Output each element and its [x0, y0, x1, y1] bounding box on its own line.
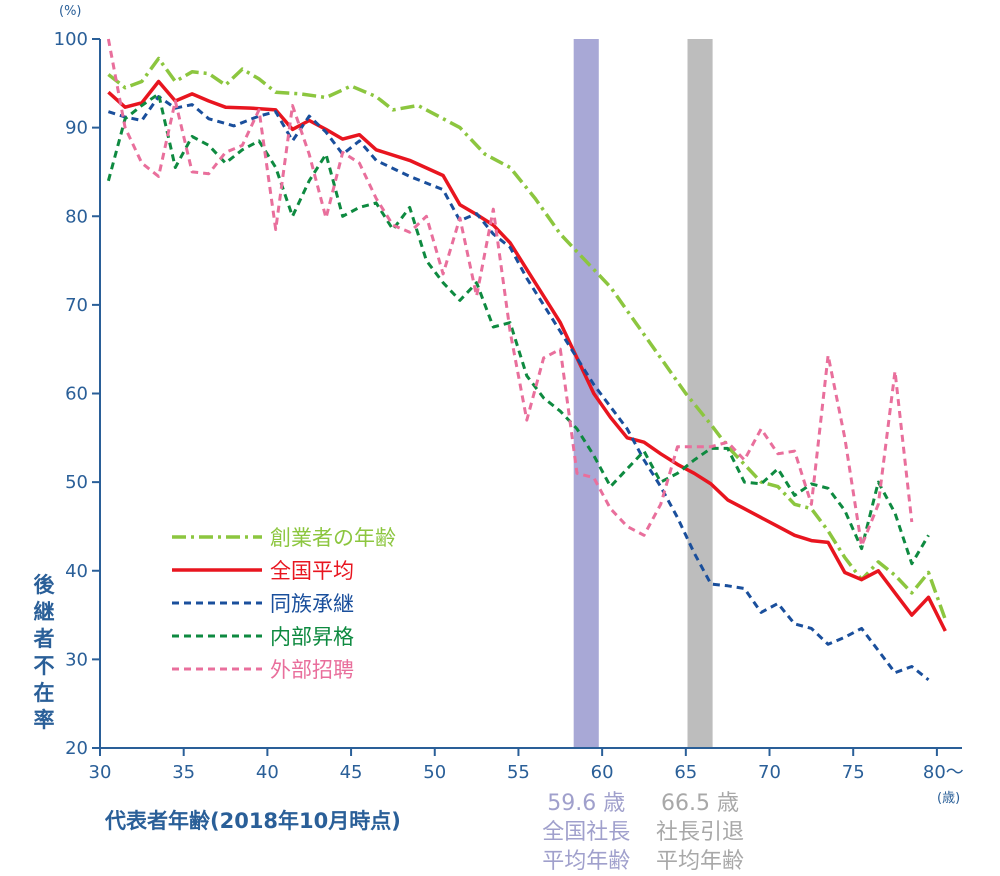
x-tick-label: 55: [507, 762, 530, 783]
band-label-1-line-2: 平均年齢: [656, 849, 744, 874]
y-tick-label: 80: [65, 206, 88, 227]
y-tick-label: 50: [65, 472, 88, 493]
y-tick-label: 40: [65, 561, 88, 582]
x-tick-label: 35: [172, 762, 195, 783]
y-tick-label: 100: [54, 29, 88, 50]
x-unit-label: (歳): [937, 791, 960, 806]
x-tick-label: 60: [591, 762, 614, 783]
legend-label-1: 全国平均: [270, 559, 354, 583]
band-label-1-line-0: 66.5 歳: [661, 791, 739, 816]
band-label-0-line-2: 平均年齢: [542, 849, 630, 874]
axes-layer: [99, 39, 962, 749]
band-label-1-line-1: 社長引退: [656, 820, 744, 845]
x-tick-label: 45: [340, 762, 363, 783]
y-tick-label: 30: [65, 649, 88, 670]
x-tick-label: 30: [89, 762, 112, 783]
y-tick-label: 60: [65, 384, 88, 405]
band-label-0-line-1: 全国社長: [542, 820, 630, 845]
legend-label-2: 同族承継: [270, 592, 354, 616]
x-tick-label: 75: [842, 762, 865, 783]
series-line-3: [106, 92, 930, 566]
x-axis-title: 代表者年齢(2018年10月時点): [104, 809, 401, 833]
y-tick-label: 90: [65, 118, 88, 139]
y-axis-title: 後継者不在率: [34, 573, 56, 732]
x-tick-label: 40: [256, 762, 279, 783]
legend-label-0: 創業者の年齢: [270, 526, 396, 550]
series-line-1: [107, 79, 947, 632]
y-unit-label: (%): [59, 4, 82, 19]
series-line-0: [107, 56, 947, 621]
band-1: [687, 39, 713, 748]
x-tick-label: 80～: [923, 762, 964, 783]
series-line-2: [107, 95, 930, 681]
series-line-4: [106, 38, 914, 548]
legend-label-3: 内部昇格: [270, 625, 354, 649]
x-tick-label: 70: [758, 762, 781, 783]
y-tick-label: 70: [65, 295, 88, 316]
x-tick-label: 65: [674, 762, 697, 783]
x-tick-label: 50: [423, 762, 446, 783]
y-tick-label: 20: [65, 738, 88, 759]
series-layer: [106, 38, 947, 681]
legend-label-4: 外部招聘: [270, 658, 354, 682]
band-label-0-line-0: 59.6 歳: [547, 791, 625, 816]
